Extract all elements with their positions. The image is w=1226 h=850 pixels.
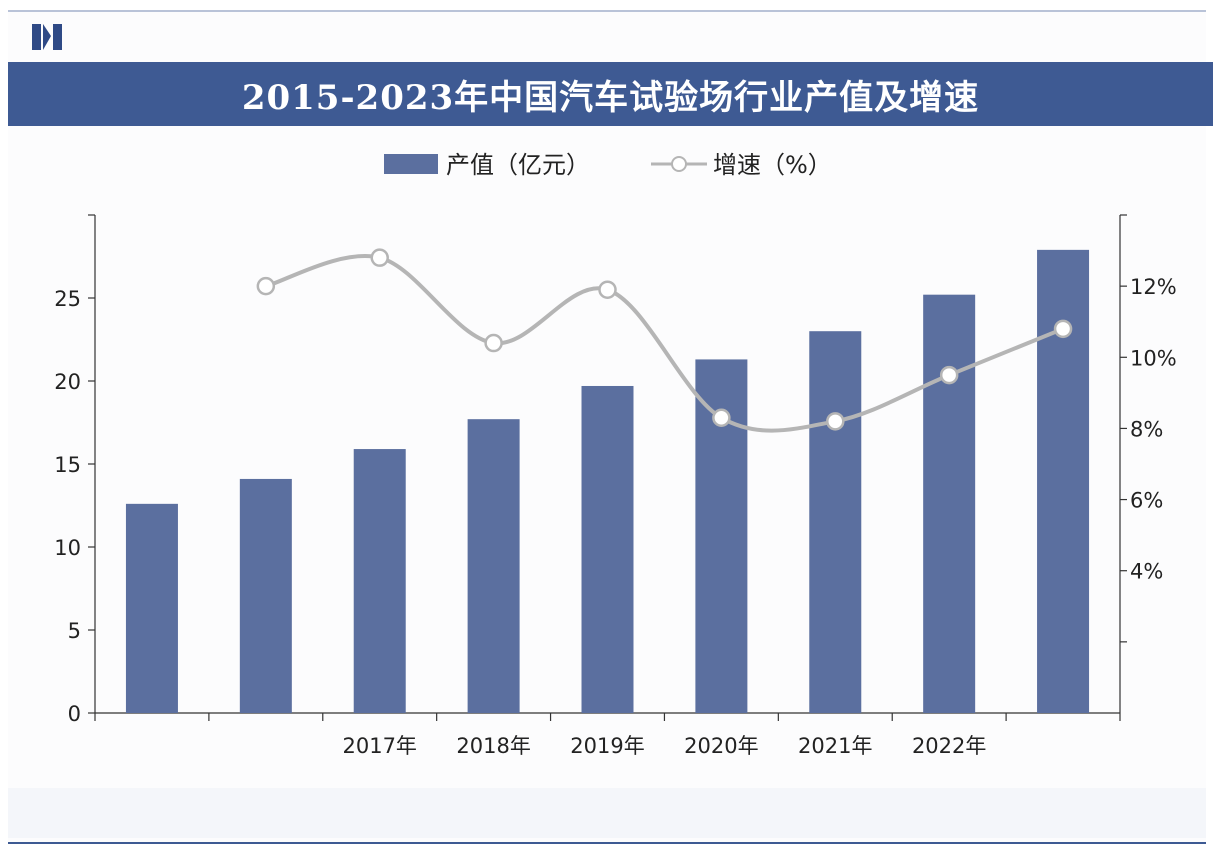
x-tick-label: 2018年 xyxy=(456,734,530,758)
legend-line-marker xyxy=(671,156,687,172)
growth-point xyxy=(1053,319,1073,339)
growth-point xyxy=(484,333,503,353)
bar xyxy=(239,478,292,713)
y-left-tick-label: 10 xyxy=(54,536,81,560)
legend-bar-swatch xyxy=(384,154,438,174)
bar xyxy=(923,294,976,713)
x-tick-label: 2020年 xyxy=(684,734,758,758)
chart-title: 2015-2023年中国汽车试验场行业产值及增速 xyxy=(241,77,980,118)
y-left-tick-label: 25 xyxy=(54,287,81,311)
bar xyxy=(125,503,178,713)
y-left-tick-label: 15 xyxy=(54,453,81,477)
bar xyxy=(809,331,862,713)
y-left-tick-label: 0 xyxy=(68,702,81,726)
axes: 0 5 10 15 20 25 4% 6% 8% 10% 12% 2017年 2018年 2019年 202… xyxy=(54,214,1177,758)
y-right-tick-label: 6% xyxy=(1130,489,1163,513)
title-bar: 2015-2023年中国汽车试验场行业产值及增速 xyxy=(8,62,1213,126)
bar xyxy=(1037,249,1090,714)
x-tick-label: 2021年 xyxy=(798,734,872,758)
bar xyxy=(581,385,634,713)
growth-point xyxy=(370,248,389,267)
legend: 产值（亿元） 增速（%） xyxy=(384,151,832,179)
y-right-tick-label: 12% xyxy=(1130,275,1177,299)
y-right-tick-label: 8% xyxy=(1130,417,1163,441)
legend-bar-label: 产值（亿元） xyxy=(446,151,590,179)
growth-line-path xyxy=(265,254,1064,433)
brand-logo-icon xyxy=(32,24,62,50)
growth-point xyxy=(712,408,731,428)
bar xyxy=(467,419,520,713)
legend-line-label: 增速（%） xyxy=(713,151,832,179)
y-right-tick-label: 10% xyxy=(1130,346,1177,370)
x-tick-label: 2017年 xyxy=(342,734,416,758)
bar xyxy=(353,449,406,713)
y-right-tick-label: 4% xyxy=(1130,560,1163,584)
y-left-tick-label: 5 xyxy=(68,619,81,643)
x-tick-label: 2022年 xyxy=(912,734,986,758)
growth-line xyxy=(256,248,1073,433)
growth-point xyxy=(939,365,959,385)
growth-point xyxy=(826,412,845,431)
growth-point xyxy=(598,280,617,299)
footer-band xyxy=(8,788,1206,838)
growth-point xyxy=(256,276,276,296)
y-left-tick-label: 20 xyxy=(54,370,81,394)
x-tick-label: 2019年 xyxy=(570,734,644,758)
bars xyxy=(125,249,1090,714)
